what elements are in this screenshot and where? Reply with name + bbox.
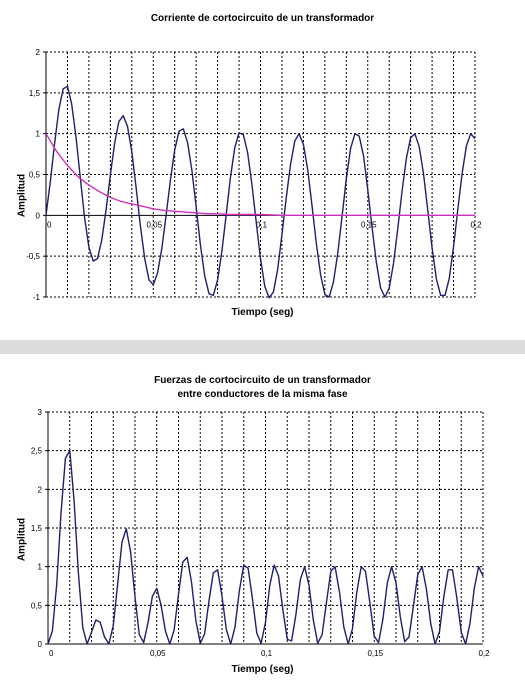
chart1-svg: -1 -0,5 0 0,5 1 1,5 2 0 0,05 0,1 0,15 0,2 [26, 48, 482, 302]
chart2-series-1-line [47, 449, 484, 645]
chart2-xtick-label: 0,15 [367, 649, 383, 658]
chart1-xtick-label: 0,1 [256, 220, 268, 229]
chart2-ytick-label: 3 [38, 408, 43, 417]
chart1-ytick-label: -1 [33, 293, 41, 302]
chart1-xlabel: Tiempo (seg) [231, 307, 294, 318]
chart2-svg: 0 0,5 1 1,5 2 2,5 3 0 0,05 0,1 0,15 0,2 [31, 408, 490, 658]
chart2-ytick-label: 1,5 [31, 524, 43, 533]
chart1-ytick-label: 2 [36, 48, 41, 57]
chart1-ytick-label: -0,5 [26, 252, 40, 261]
chart2-xtick-label: 0,2 [478, 649, 490, 658]
chart2-ytick-label: 0 [38, 640, 43, 649]
chart-panel-1: Corriente de cortocircuito de un transfo… [0, 0, 525, 340]
chart2-ytick-label: 2,5 [31, 447, 43, 456]
chart1-ytick-label: 0 [36, 211, 41, 220]
chart2-xtick-label: 0,05 [150, 649, 166, 658]
chart1-xtick-label: 0,2 [470, 220, 482, 229]
chart2-title-line1: Fuerzas de cortocircuito de un transform… [154, 375, 371, 386]
chart2-ytick-label: 0,5 [31, 601, 43, 610]
chart1-ytick-label: 0,5 [29, 171, 41, 180]
chart-panel-2: Fuerzas de cortocircuito de un transform… [0, 354, 525, 698]
chart1-ytick-label: 1,5 [29, 89, 41, 98]
chart1-series-2-line [45, 133, 475, 217]
chart1-series-1-line [45, 85, 476, 299]
chart1-ytick-label: 1 [36, 130, 41, 139]
chart2-ytick-label: 2 [38, 485, 43, 494]
chart1-xtick-label: 0,05 [146, 220, 162, 229]
panel-divider [0, 340, 525, 354]
chart1-xtick-label: 0 [47, 220, 52, 229]
chart1-xtick-label: 0,15 [361, 220, 377, 229]
chart2-xlabel: Tiempo (seg) [231, 664, 294, 675]
chart2-xtick-label: 0,1 [261, 649, 273, 658]
chart2-title-line2: entre conductores de la misma fase [177, 389, 348, 400]
chart2-ylabel: Amplitud [16, 517, 28, 562]
chart1-ylabel: Amplitud [16, 173, 28, 218]
chart2-ytick-label: 1 [38, 563, 43, 572]
chart1-title: Corriente de cortocircuito de un transfo… [150, 13, 375, 24]
chart2-xtick-label: 0 [49, 649, 54, 658]
